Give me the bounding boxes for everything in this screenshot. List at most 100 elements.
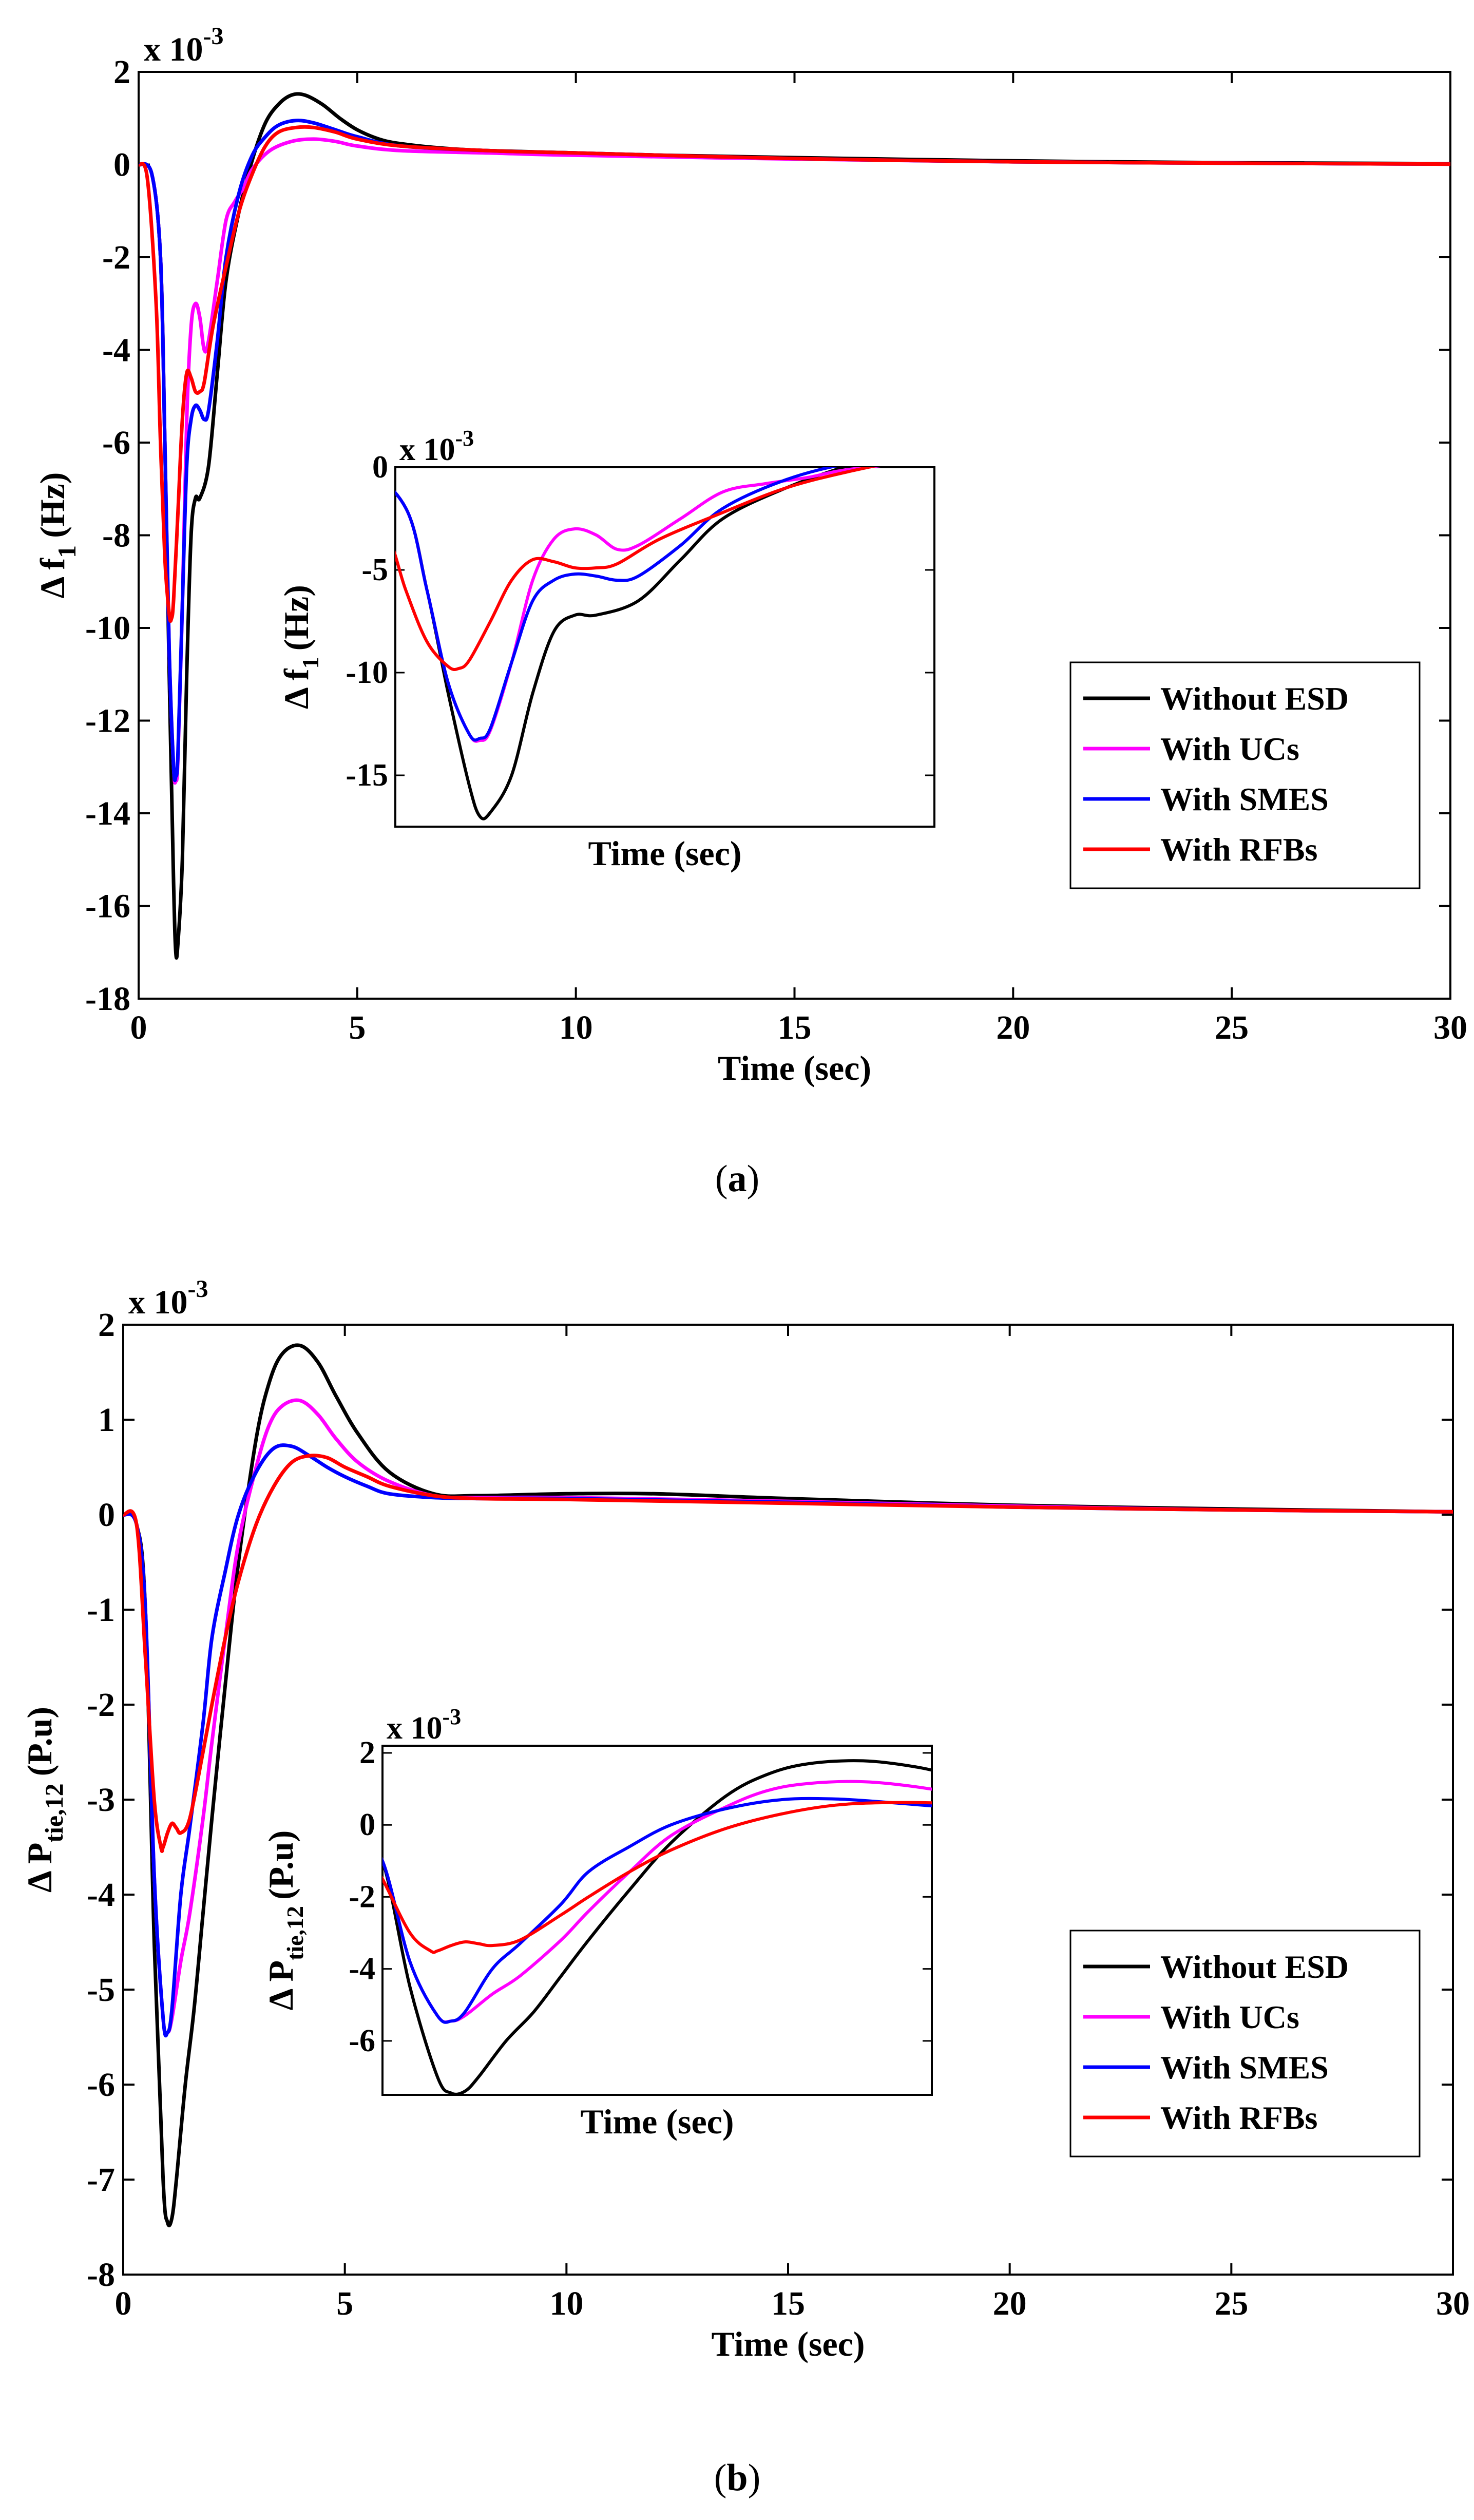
y-axis-title-unit: (Hz) bbox=[33, 472, 72, 538]
panel-caption: (a) bbox=[715, 1158, 759, 1200]
inset-y-axis-title-unit: (Hz) bbox=[277, 585, 316, 651]
legend-label: With RFBs bbox=[1160, 2099, 1317, 2136]
caption-open-paren: ( bbox=[715, 1158, 728, 1200]
legend-label: With RFBs bbox=[1160, 831, 1317, 868]
legend: Without ESD With UCs With SMES With RFBs bbox=[1069, 661, 1421, 889]
inset-series-line-with-ucs bbox=[382, 1780, 932, 2024]
y-tick-label: -2 bbox=[102, 239, 130, 276]
legend-label: With SMES bbox=[1160, 781, 1329, 817]
y-tick-label: 2 bbox=[113, 53, 130, 91]
y-tick-label: -3 bbox=[87, 1781, 115, 1819]
y-axis-title-unit: (P.u) bbox=[20, 1707, 59, 1776]
y-tick-label: -7 bbox=[87, 2161, 115, 2199]
y-tick-label: 1 bbox=[98, 1401, 115, 1439]
inset-series-line-without-esd bbox=[395, 467, 849, 820]
y-tick-label: 2 bbox=[98, 1306, 115, 1344]
x-axis-title: Time (sec) bbox=[718, 1048, 871, 1087]
x-tick-label: 20 bbox=[996, 1009, 1030, 1046]
x-tick-label: 0 bbox=[115, 2285, 132, 2322]
x-tick-label: 5 bbox=[336, 2285, 353, 2322]
y-tick-label: -6 bbox=[87, 2066, 115, 2104]
y-tick-label: -1 bbox=[87, 1591, 115, 1629]
inset-y-axis-title-main: Δ P bbox=[261, 1960, 300, 2010]
x-tick-label: 15 bbox=[778, 1009, 812, 1046]
inset-y-axis-title-subscript: 1 bbox=[297, 657, 323, 669]
series-line-with-rfbs bbox=[123, 1454, 1453, 1853]
legend-label: With UCs bbox=[1160, 1999, 1299, 2035]
x-tick-label: 5 bbox=[349, 1009, 366, 1046]
inset-axis-exponent: x 10-3 bbox=[399, 426, 474, 467]
axis-exponent: x 10-3 bbox=[128, 1275, 208, 1321]
inset-axis-exponent-base: x 10 bbox=[387, 1711, 443, 1746]
inset-y-tick-label: -4 bbox=[349, 1952, 375, 1987]
legend-label: With SMES bbox=[1160, 2049, 1329, 2086]
legend-label: Without ESD bbox=[1160, 1949, 1349, 1985]
inset-y-tick-label: 0 bbox=[359, 1807, 375, 1842]
caption-letter: a bbox=[728, 1158, 747, 1200]
y-axis-title-main: Δ P bbox=[20, 1843, 59, 1893]
inset-series-line-with-smes bbox=[395, 467, 837, 742]
inset-series-line-with-rfbs bbox=[395, 467, 876, 672]
y-tick-label: -18 bbox=[85, 980, 130, 1018]
y-tick-label: 0 bbox=[113, 146, 130, 184]
legend: Without ESD With UCs With SMES With RFBs bbox=[1069, 1930, 1421, 2158]
axis-exponent-base: x 10 bbox=[144, 31, 203, 68]
inset-y-tick-label: -5 bbox=[361, 552, 388, 587]
inset-y-axis-title-unit: (P.u) bbox=[261, 1830, 300, 1900]
inset-x-axis-title: Time (sec) bbox=[588, 834, 742, 873]
y-axis-title-subscript: tie,12 bbox=[40, 1783, 68, 1842]
x-tick-label: 10 bbox=[559, 1009, 593, 1046]
y-tick-label: -5 bbox=[87, 1971, 115, 2009]
axis-exponent-power: -3 bbox=[188, 1275, 208, 1303]
inset-y-tick-label: -2 bbox=[349, 1879, 375, 1914]
x-tick-label: 0 bbox=[130, 1009, 147, 1046]
inset-axis-exponent-power: -3 bbox=[455, 426, 474, 451]
inset-axis-exponent-base: x 10 bbox=[399, 432, 455, 467]
x-tick-label: 30 bbox=[1436, 2285, 1470, 2322]
inset-x-axis-title: Time (sec) bbox=[581, 2102, 734, 2141]
x-tick-label: 25 bbox=[1214, 2285, 1248, 2322]
axis-exponent: x 10-3 bbox=[144, 23, 223, 68]
caption-letter: b bbox=[726, 2457, 748, 2499]
inset-y-axis-title: Δ Ptie,12 (P.u) bbox=[261, 1830, 308, 2011]
x-tick-label: 25 bbox=[1215, 1009, 1249, 1046]
series-line-without-esd bbox=[123, 1343, 1453, 2227]
inset-chart: 0 -5 -10 -15 x 10-3 Time (sec) Δ f1 (Hz) bbox=[277, 426, 935, 873]
inset-y-axis-title-main: Δ f bbox=[277, 668, 316, 709]
inset-y-tick-label: 0 bbox=[372, 450, 388, 485]
panel-caption: (b) bbox=[714, 2457, 760, 2499]
axis-exponent-power: -3 bbox=[203, 23, 224, 50]
inset-y-tick-label: -15 bbox=[346, 758, 388, 793]
caption-close-paren: ) bbox=[748, 2457, 761, 2499]
y-tick-label: -4 bbox=[102, 332, 130, 369]
y-tick-label: -8 bbox=[102, 517, 130, 555]
legend-label: With UCs bbox=[1160, 731, 1299, 767]
inset-series-line-without-esd bbox=[382, 1759, 932, 2095]
x-tick-label: 30 bbox=[1433, 1009, 1467, 1046]
y-tick-label: -10 bbox=[85, 609, 130, 647]
inset-series-line-with-smes bbox=[382, 1797, 932, 2024]
inset-y-tick-label: -10 bbox=[346, 655, 388, 690]
x-tick-label: 15 bbox=[771, 2285, 805, 2322]
legend-label: Without ESD bbox=[1160, 680, 1349, 717]
inset-frame bbox=[381, 1745, 933, 2096]
y-tick-label: -12 bbox=[85, 702, 130, 740]
y-tick-label: -8 bbox=[87, 2256, 115, 2294]
y-tick-label: 0 bbox=[98, 1496, 115, 1534]
y-tick-label: -2 bbox=[87, 1686, 115, 1724]
inset-y-axis-title: Δ f1 (Hz) bbox=[277, 585, 323, 709]
y-axis-title: Δ f1 (Hz) bbox=[33, 472, 81, 599]
inset-y-tick-label: 2 bbox=[359, 1735, 375, 1770]
series-line-with-rfbs bbox=[139, 125, 1450, 623]
y-axis-title-main: Δ f bbox=[33, 558, 72, 599]
y-tick-label: -4 bbox=[87, 1876, 115, 1914]
caption-open-paren: ( bbox=[714, 2457, 727, 2499]
y-axis-title: Δ Ptie,12 (P.u) bbox=[20, 1707, 68, 1893]
x-tick-label: 10 bbox=[549, 2285, 583, 2322]
x-axis-title: Time (sec) bbox=[712, 2324, 865, 2363]
x-tick-label: 20 bbox=[993, 2285, 1027, 2322]
inset-y-tick-label: -6 bbox=[349, 2023, 375, 2058]
